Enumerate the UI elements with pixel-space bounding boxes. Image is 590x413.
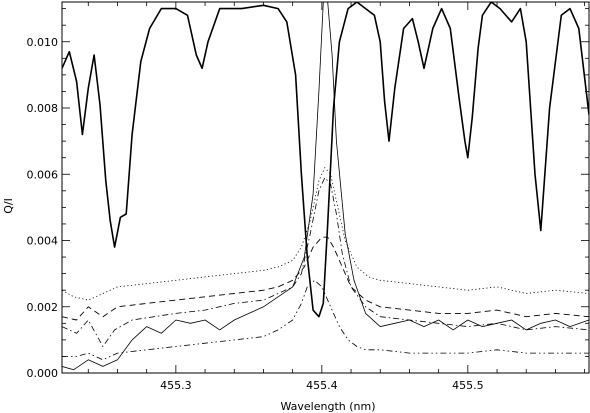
x-axis-label: Wavelength (nm) bbox=[280, 400, 375, 413]
y-tick-label: 0.000 bbox=[27, 367, 59, 380]
x-axis-ticks: 455.3 455.4 455.5 bbox=[87, 2, 586, 392]
y-tick-label: 0.004 bbox=[27, 235, 59, 248]
series-line-5 bbox=[62, 177, 589, 347]
y-tick-label: 0.010 bbox=[27, 36, 59, 49]
plot-frame bbox=[61, 1, 590, 374]
y-tick-label: 0.002 bbox=[27, 301, 59, 314]
x-tick-label: 455.5 bbox=[452, 379, 484, 392]
series-line-4 bbox=[62, 236, 589, 321]
y-tick-label: 0.008 bbox=[27, 102, 59, 115]
series-line-2 bbox=[62, 2, 589, 371]
y-axis-ticks: 0.000 0.002 0.004 0.006 0.008 0.010 bbox=[27, 8, 589, 380]
y-axis-label: Q/I bbox=[2, 198, 15, 214]
x-tick-label: 455.4 bbox=[306, 379, 338, 392]
y-tick-label: 0.006 bbox=[27, 168, 59, 181]
plot-area: 455.3 455.4 455.5 0.0000.0020.0040.0060.00… bbox=[27, 1, 590, 392]
x-tick-label: 455.3 bbox=[160, 379, 192, 392]
series-layer bbox=[62, 2, 589, 371]
series-line-3 bbox=[62, 167, 589, 301]
series-line-1 bbox=[62, 2, 589, 318]
